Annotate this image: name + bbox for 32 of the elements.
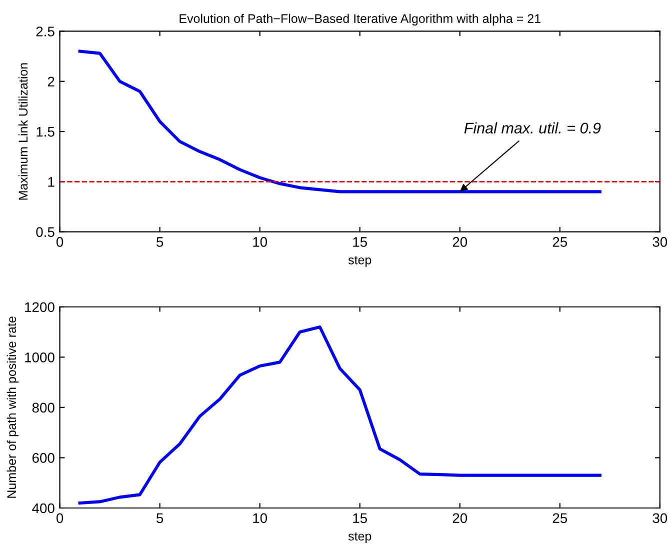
y-tick-label: 1200: [25, 302, 54, 312]
line-series: [78, 325, 602, 504]
x-tick-label: 15: [353, 237, 367, 247]
x-axis-title: step: [348, 532, 372, 544]
x-tick-label: 15: [353, 513, 367, 524]
y-tick-label: 2: [48, 76, 54, 86]
y-tick-label: 0.5: [36, 227, 54, 237]
line-series: [78, 50, 602, 194]
annotation: Final max. util. = 0.9: [464, 122, 601, 134]
y-tick-label: 1.5: [36, 126, 54, 137]
y-tick-label: 800: [32, 402, 54, 413]
y-axis-title: Maximum Link Utilization: [18, 63, 28, 200]
y-tick-label: 1000: [25, 352, 54, 362]
x-tick-label: 0: [56, 237, 64, 247]
y-tick-label: 400: [32, 503, 54, 514]
x-tick-label: 5: [156, 513, 164, 524]
x-tick-label: 10: [253, 237, 268, 247]
y-axis-title: Number of path with positive rate: [6, 316, 18, 498]
x-tick-label: 25: [552, 237, 568, 247]
chart-title: Evolution of Path−Flow−Based Iterative Algorithm with alpha = 21: [180, 14, 540, 26]
x-tick-label: 30: [652, 513, 668, 524]
x-tick-label: 20: [452, 237, 468, 247]
x-axis-title: step: [348, 256, 372, 267]
x-tick-label: 10: [253, 513, 268, 524]
y-tick-label: 600: [32, 453, 54, 463]
x-tick-label: 20: [452, 513, 468, 524]
x-tick-label: 30: [652, 237, 668, 247]
y-tick-label: 2.5: [36, 26, 54, 36]
y-tick-label: 1: [48, 177, 54, 187]
x-tick-label: 25: [552, 513, 568, 524]
x-tick-label: 5: [156, 237, 164, 247]
x-tick-label: 0: [56, 513, 64, 524]
